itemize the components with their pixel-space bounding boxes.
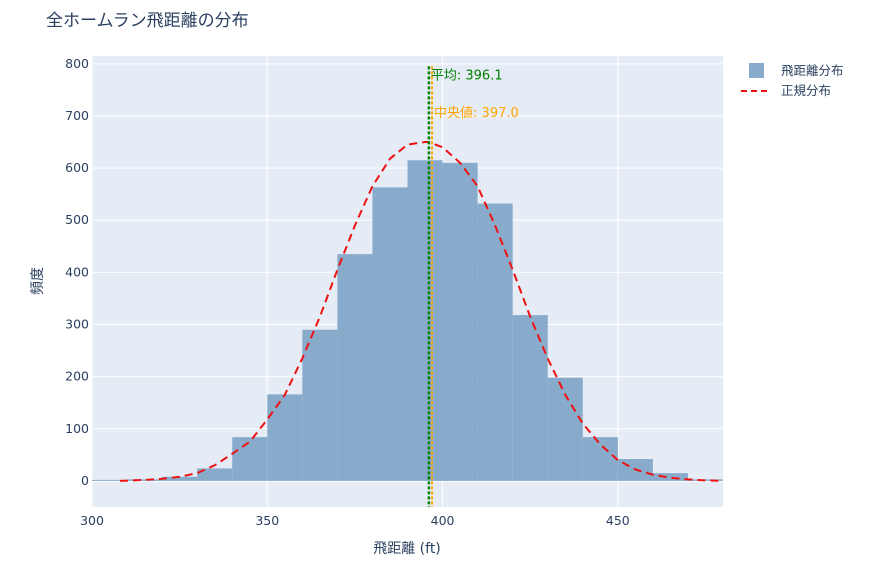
histogram-bar[interactable] xyxy=(687,479,723,481)
histogram-bar[interactable] xyxy=(512,315,548,481)
legend-label-histogram[interactable]: 飛距離分布 xyxy=(781,63,844,78)
y-tick-label: 300 xyxy=(65,317,89,332)
y-tick-label: 800 xyxy=(65,56,89,71)
legend-swatch-histogram[interactable] xyxy=(749,63,764,78)
x-tick-label: 450 xyxy=(606,513,630,528)
chart-title: 全ホームラン飛距離の分布 xyxy=(46,11,249,31)
histogram-bar[interactable] xyxy=(372,187,408,481)
y-tick-label: 100 xyxy=(65,421,89,436)
histogram-bar[interactable] xyxy=(92,479,128,481)
y-tick-label: 0 xyxy=(81,473,89,488)
y-tick-label: 600 xyxy=(65,160,89,175)
x-tick-label: 300 xyxy=(80,513,104,528)
median-label: 中央値: 397.0 xyxy=(434,105,519,121)
reference-lines: 平均: 396.1 中央値: 397.0 xyxy=(427,66,519,507)
y-tick-label: 200 xyxy=(65,369,89,384)
mean-label: 平均: 396.1 xyxy=(431,68,503,83)
legend-label-normal[interactable]: 正規分布 xyxy=(781,83,831,98)
histogram-bar[interactable] xyxy=(442,162,478,481)
histogram-bar[interactable] xyxy=(232,437,268,481)
histogram-bar[interactable] xyxy=(302,329,338,481)
x-axis-title: 飛距離 (ft) xyxy=(373,540,441,557)
histogram-bar[interactable] xyxy=(337,254,373,481)
y-tick-label: 700 xyxy=(65,108,89,123)
histogram-bar[interactable] xyxy=(477,203,513,481)
histogram-bar[interactable] xyxy=(127,479,163,481)
histogram-bar[interactable] xyxy=(197,468,233,481)
histogram-bar[interactable] xyxy=(582,437,618,481)
axis-ticks: 0 100 200 300 400 500 600 700 800 300 350 400 450 xyxy=(65,56,630,528)
histogram-bar[interactable] xyxy=(267,394,303,481)
histogram-bar[interactable] xyxy=(407,160,443,481)
normal-curve-line[interactable] xyxy=(119,141,724,482)
normal-curve xyxy=(119,141,724,482)
y-axis-title: 頻度 xyxy=(30,267,46,295)
x-tick-label: 400 xyxy=(431,513,455,528)
x-tick-label: 350 xyxy=(255,513,279,528)
y-tick-label: 500 xyxy=(65,212,89,227)
histogram-bar[interactable] xyxy=(162,476,198,481)
histogram-bar[interactable] xyxy=(652,473,688,481)
legend: 飛距離分布 正規分布 xyxy=(741,63,844,98)
y-tick-label: 400 xyxy=(65,264,89,279)
